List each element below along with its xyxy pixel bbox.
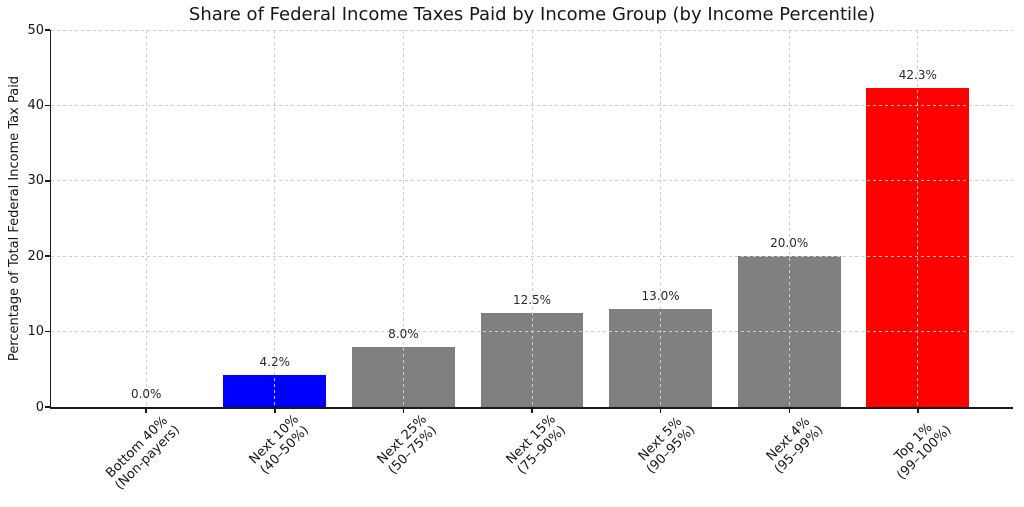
chart-title: Share of Federal Income Taxes Paid by In… xyxy=(188,4,876,25)
y-tick-mark xyxy=(45,330,50,333)
v-gridline xyxy=(660,30,662,407)
bar-value-label: 8.0% xyxy=(388,326,419,341)
x-tick-label: Next 5% (90–95%) xyxy=(633,412,699,478)
v-gridline xyxy=(531,30,533,407)
x-tick-label: Top 1% (99–100%) xyxy=(884,412,955,483)
y-tick-label: 50 xyxy=(27,22,44,38)
x-tick-label: Bottom 40% (Non-payers) xyxy=(102,412,184,494)
v-gridline xyxy=(917,30,919,407)
x-tick-label: Next 25% (50–75%) xyxy=(375,412,441,478)
x-tick-mark xyxy=(274,408,276,413)
y-tick-label: 20 xyxy=(27,248,44,264)
y-tick-mark xyxy=(45,29,50,31)
h-gridline xyxy=(51,180,1013,182)
bar-value-label: 12.5% xyxy=(512,292,552,307)
v-gridline xyxy=(145,30,147,407)
h-gridline xyxy=(51,331,1013,333)
y-tick-label: 0 xyxy=(35,399,44,415)
x-tick-mark xyxy=(531,408,533,413)
y-tick-label: 10 xyxy=(27,324,44,340)
y-tick-mark xyxy=(45,180,50,182)
v-gridline xyxy=(402,30,404,407)
bar-value-label: 20.0% xyxy=(770,236,809,251)
y-tick-mark xyxy=(45,255,50,257)
bar-value-label: 42.3% xyxy=(898,68,937,83)
bar-value-label: 13.0% xyxy=(641,289,680,303)
x-axis-spine xyxy=(49,407,1013,409)
y-axis-spine xyxy=(49,30,51,409)
h-gridline xyxy=(51,104,1013,106)
x-tick-mark xyxy=(402,408,405,413)
y-tick-mark xyxy=(45,104,50,107)
y-tick-mark xyxy=(45,406,50,408)
x-tick-mark xyxy=(788,408,790,413)
x-tick-mark xyxy=(659,408,662,413)
bar-value-label: 0.0% xyxy=(130,387,162,401)
bar-value-label: 4.2% xyxy=(259,355,291,370)
h-gridline xyxy=(51,29,1013,31)
x-tick-label: Next 15% (75–90%) xyxy=(503,412,569,478)
x-tick-label: Next 4% (95–99%) xyxy=(761,412,827,478)
x-tick-label: Next 10% (40–50%) xyxy=(246,412,312,478)
y-tick-label: 30 xyxy=(27,173,44,189)
x-tick-mark xyxy=(145,408,147,413)
y-tick-label: 40 xyxy=(27,97,44,113)
v-gridline xyxy=(788,30,790,407)
v-gridline xyxy=(274,30,276,407)
x-tick-mark xyxy=(917,408,919,413)
h-gridline xyxy=(51,255,1013,257)
